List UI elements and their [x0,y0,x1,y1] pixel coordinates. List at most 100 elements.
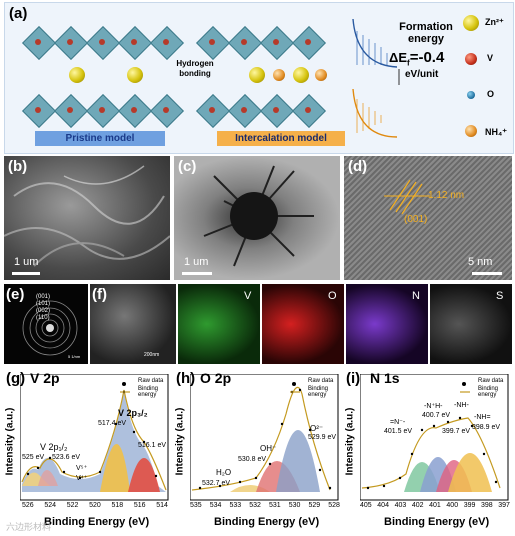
panel-i-legend-fit: Binding energy [478,386,499,398]
legend-v-label: V [487,53,494,63]
x-tick: 522 [66,502,79,509]
intercalation-model-label: Intercalation model [217,131,345,146]
panel-f-scale-label: 200nm [144,352,160,358]
x-tick: 400 [446,502,459,509]
x-tick: 518 [111,502,124,509]
eds-label-v: V [244,290,252,302]
anno: V⁵⁺ [76,465,88,472]
saed-ring-labels: (001) (101) (002) (110) [36,294,50,322]
anno: V 2p₃/₂ [118,408,148,418]
ring-label: (101) [36,301,51,307]
panel-b-scale-bar [12,272,40,275]
panel-b-sem-image: (b) 1 um [4,156,170,280]
anno: 523.6 eV [52,454,81,461]
panel-e-letter: (e) [6,286,25,303]
x-tick: 402 [411,502,424,509]
x-tick: 404 [377,502,389,509]
anno: -NH- [454,402,469,409]
panel-i-plot [360,374,509,501]
x-tick: 397 [498,502,510,509]
eds-map-n: N [346,284,428,364]
panel-i-letter: (i) [346,370,361,387]
panel-f-stem-image: (f) 200nm [90,284,176,364]
panel-h-ylabel: Intensity (a.u.) [174,407,186,476]
zn-ball-icon [463,15,479,31]
eds-map-v: V [178,284,260,364]
formation-energy-curves [352,18,400,138]
anno: 398.9 eV [472,424,501,431]
x-tick: 514 [156,502,168,509]
panel-b-scale-label: 1 um [14,256,39,268]
panel-d-hrtem-image: (d) 1.12 nm (001) 5 nm [344,156,512,280]
anno: H₂O [216,468,232,477]
x-tick: 403 [394,502,407,509]
x-tick: 533 [229,502,242,509]
x-tick: 529 [308,502,321,509]
x-tick: 528 [328,502,340,509]
panel-i-legend-raw: Raw data [478,378,504,384]
anno: 525 eV [22,454,45,461]
x-tick: 532 [249,502,261,509]
panel-h-legend-fit: Binding energy [308,386,329,398]
x-tick: 531 [269,502,281,509]
pristine-structure [19,23,189,129]
intercalation-structure [195,23,345,129]
lattice-markers [384,179,430,215]
panel-h-xps: (h) O 2p Intensity (a.u.) Raw data Bindi… [174,368,342,534]
x-tick: 534 [209,502,222,509]
panel-c-tem-image: (c) 1 um [174,156,340,280]
legend-raw-marker [462,382,466,386]
panel-b-letter: (b) [8,158,28,175]
v-ball-icon [465,53,477,65]
x-tick: 516 [133,502,146,509]
x-tick: 405 [360,502,372,509]
anno: OH⁻ [260,444,277,453]
panel-c-scale-label: 1 um [184,256,209,268]
ring-label: (002) [36,308,51,314]
anno: =N⁻- [390,419,406,426]
panel-g-legend-raw: Raw data [138,378,164,384]
formation-energy-unit: eV/unit [405,69,439,80]
lattice-plane-label: (001) [404,214,428,225]
panel-f-letter: (f) [92,286,107,303]
panel-g-ylabel: Intensity (a.u.) [4,407,16,476]
hydrogen-bonding-label: Hydrogen bonding [176,59,214,78]
panel-i-xticks: 405 404 403 402 401 400 399 398 397 [360,502,510,509]
ring-label: (001) [36,294,51,300]
anno: 401.5 eV [384,428,413,435]
anno: O²⁻ [310,424,324,433]
eds-label-s: S [496,290,504,302]
x-tick: 526 [22,502,34,509]
panel-d-scale-label: 5 nm [468,256,493,268]
x-tick: 399 [463,502,476,509]
panel-h-plot [190,374,339,501]
anno: V 2p₁/₂ [40,442,68,452]
anno: 529.9 eV [308,434,337,441]
legend-o-label: O [487,89,495,99]
panel-e-scale-label: 5 1/nm [68,354,81,359]
anno: 532.7 eV [202,480,231,487]
saed-rings [22,300,78,356]
lattice-spacing-label: 1.12 nm [428,190,465,201]
panel-a-letter: (a) [9,5,28,22]
panel-e-saed-image: (e) (001) (101) (002) (110) 5 1/nm [4,284,88,364]
panel-i-xps: (i) N 1s Intensity (a.u.) Raw data Bindi… [344,368,512,534]
panel-h-xticks: 535 534 533 532 531 530 529 528 [190,502,340,509]
panel-g-legend-fit: Binding energy [138,386,159,398]
panel-g-xlabel: Binding Energy (eV) [44,516,150,528]
anno: -N⁺H- [424,403,443,410]
eds-map-o: O [262,284,344,364]
anno: -NH= [474,414,491,421]
anno: 399.7 eV [442,428,471,435]
x-tick: 398 [480,502,493,509]
delta-ef-expression: ΔEf=-0.4 [389,49,444,68]
panel-g-xps: (g) V 2p Intensity (a.u.) Raw data Bindi… [4,368,172,534]
nh4-ball-icon [465,125,477,137]
formation-energy-title: Formation energy [399,21,453,45]
delta-ef-symbol: ΔE [389,50,408,65]
panel-g-plot [20,374,169,501]
panel-c-letter: (c) [178,158,197,175]
anno: 516.1 eV [138,442,167,449]
panel-d-letter: (d) [348,158,368,175]
eds-label-n: N [412,290,420,302]
